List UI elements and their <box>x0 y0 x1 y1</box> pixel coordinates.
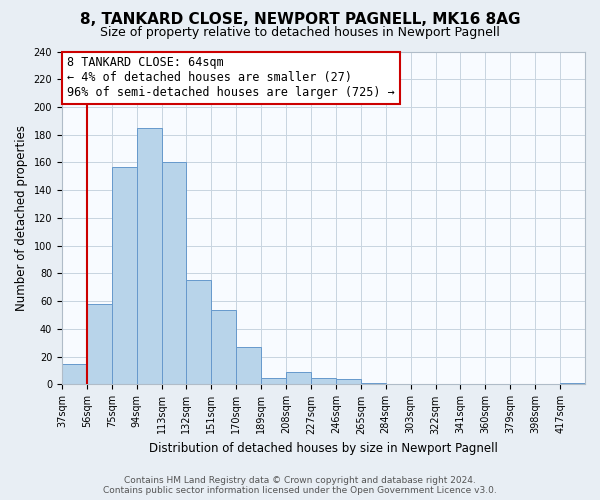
Bar <box>211 310 236 384</box>
Bar <box>261 378 286 384</box>
Text: 8, TANKARD CLOSE, NEWPORT PAGNELL, MK16 8AG: 8, TANKARD CLOSE, NEWPORT PAGNELL, MK16 … <box>80 12 520 28</box>
Bar <box>560 383 585 384</box>
Bar <box>137 128 161 384</box>
Y-axis label: Number of detached properties: Number of detached properties <box>15 125 28 311</box>
Bar <box>112 166 137 384</box>
Bar <box>236 347 261 385</box>
Bar <box>311 378 336 384</box>
Bar <box>161 162 187 384</box>
Bar <box>336 379 361 384</box>
Text: Contains HM Land Registry data © Crown copyright and database right 2024.
Contai: Contains HM Land Registry data © Crown c… <box>103 476 497 495</box>
Bar <box>286 372 311 384</box>
Bar <box>87 304 112 384</box>
Bar <box>361 383 386 384</box>
Text: Size of property relative to detached houses in Newport Pagnell: Size of property relative to detached ho… <box>100 26 500 39</box>
Bar <box>62 364 87 384</box>
Text: 8 TANKARD CLOSE: 64sqm
← 4% of detached houses are smaller (27)
96% of semi-deta: 8 TANKARD CLOSE: 64sqm ← 4% of detached … <box>67 56 395 100</box>
Bar <box>187 280 211 384</box>
X-axis label: Distribution of detached houses by size in Newport Pagnell: Distribution of detached houses by size … <box>149 442 498 455</box>
